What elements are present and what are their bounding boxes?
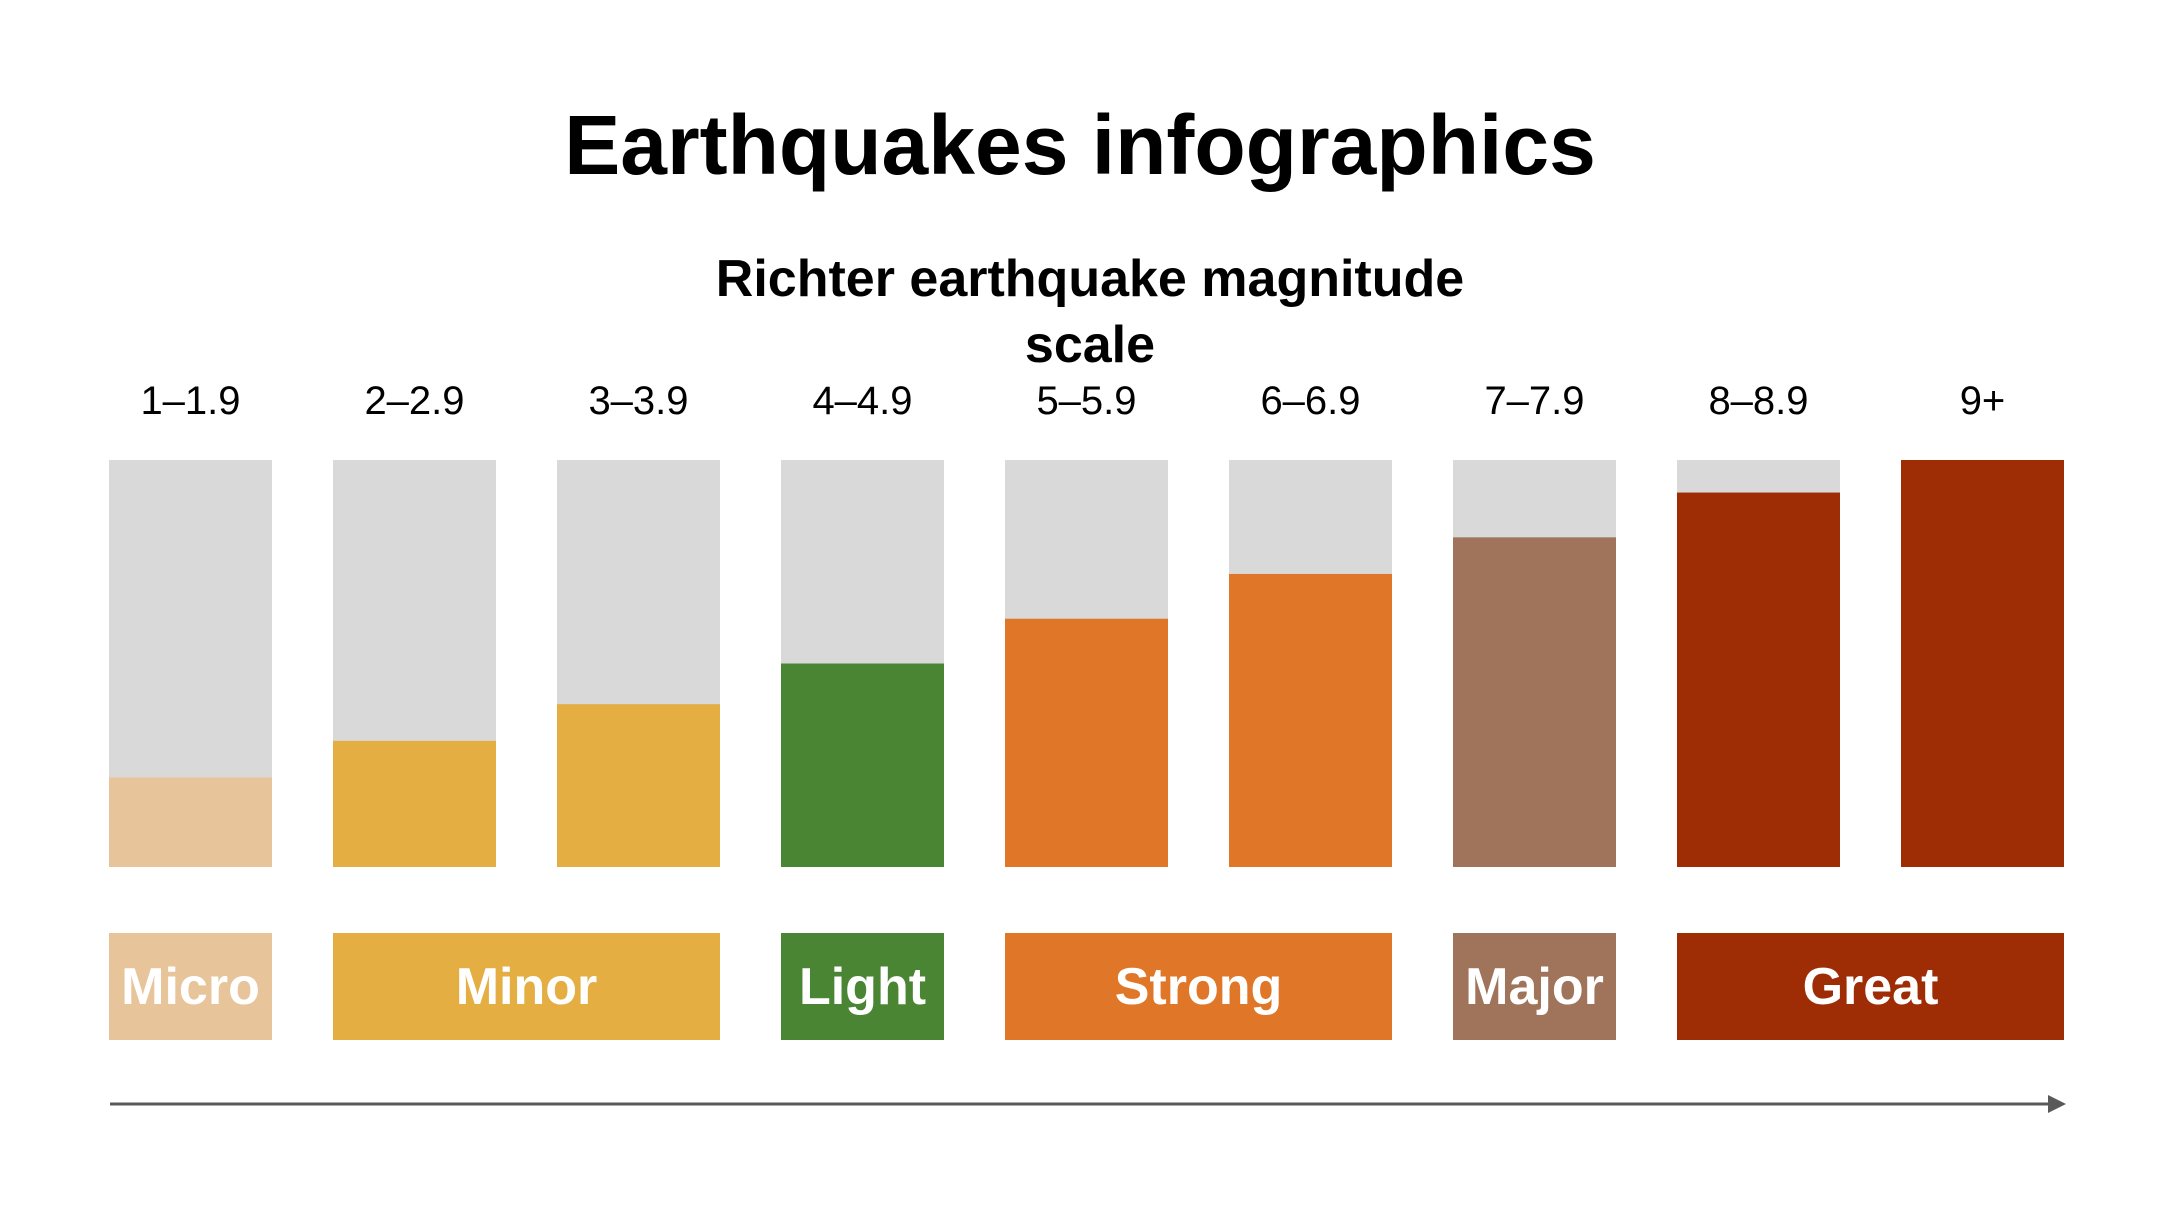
magnitude-class-light: Light (781, 933, 944, 1040)
tick-label-1: 1–1.9 (140, 379, 240, 423)
bar-6 (1229, 573, 1392, 867)
tick-label-9: 9+ (1960, 379, 2006, 423)
tick-label-8: 8–8.9 (1708, 379, 1808, 423)
page-title: Earthquakes infographics (564, 98, 1596, 192)
magnitude-class-great: Great (1677, 933, 2064, 1040)
bar-9 (1901, 460, 2064, 867)
bar-1 (109, 777, 272, 867)
magnitude-class-micro: Micro (109, 933, 272, 1040)
tick-label-2: 2–2.9 (364, 379, 464, 423)
bar-5 (1005, 618, 1168, 867)
tick-label-4: 4–4.9 (812, 379, 912, 423)
tick-label-6: 6–6.9 (1260, 379, 1360, 423)
bar-8 (1677, 492, 1840, 867)
scale-arrow-head-icon (2048, 1095, 2066, 1113)
magnitude-class-major: Major (1453, 933, 1616, 1040)
magnitude-class-strong: Strong (1005, 933, 1392, 1040)
bar-3 (557, 704, 720, 867)
magnitude-class-minor: Minor (333, 933, 720, 1040)
bar-7 (1453, 537, 1616, 867)
tick-label-5: 5–5.9 (1036, 379, 1136, 423)
tick-label-7: 7–7.9 (1484, 379, 1584, 423)
bar-2 (333, 740, 496, 867)
chart-title: Richter earthquake magnitude scale (715, 250, 1465, 374)
tick-label-3: 3–3.9 (588, 379, 688, 423)
bar-4 (781, 663, 944, 867)
